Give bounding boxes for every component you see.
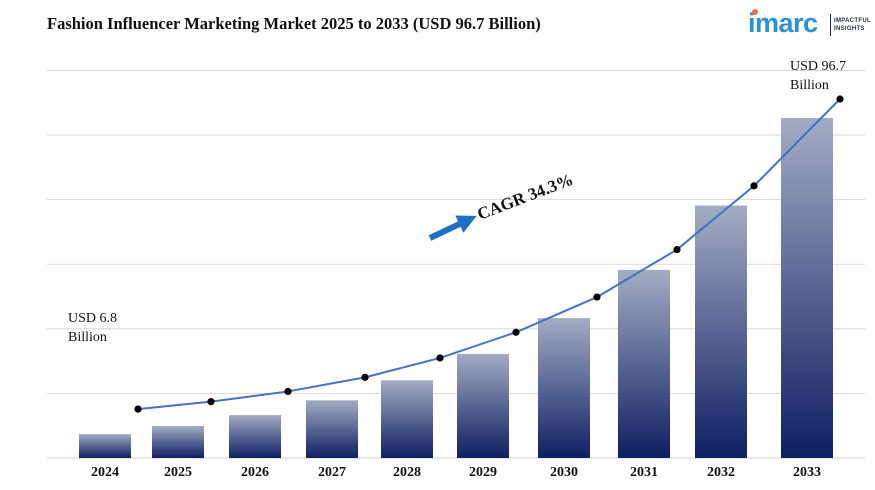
x-tick-labels: 2024 2025 2026 2027 2028 2029 2030 2031 2032 2033 (91, 465, 821, 480)
logo-dot (752, 9, 758, 15)
x-tick-2033: 2033 (793, 465, 821, 480)
trend-line (134, 95, 844, 413)
bar-2024 (79, 434, 131, 458)
cagr-annotation: CAGR 34.3% (428, 170, 576, 241)
end-value-line2: Billion (790, 78, 829, 93)
start-value-line2: Billion (68, 330, 107, 345)
x-tick-2025: 2025 (164, 465, 192, 480)
logo-tagline-line2: INSIGHTS (834, 26, 865, 32)
x-tick-2030: 2030 (550, 465, 578, 480)
bar-2031 (618, 269, 670, 458)
trend-marker-2027 (361, 373, 369, 381)
cagr-label: CAGR 34.3% (475, 170, 576, 224)
bar-2032 (695, 205, 747, 458)
logo-tagline: IMPACTFUL INSIGHTS (834, 17, 871, 33)
start-value-line1: USD 6.8 (68, 311, 118, 326)
bar-2033 (781, 118, 833, 458)
logo-divider (830, 14, 831, 36)
bar-2025 (152, 426, 204, 458)
x-tick-2028: 2028 (393, 465, 421, 480)
trend-marker-2032 (750, 182, 758, 190)
trend-marker-2025 (207, 398, 215, 406)
start-value-label: USD 6.8 Billion (68, 309, 117, 347)
x-tick-2032: 2032 (707, 465, 735, 480)
x-tick-2026: 2026 (241, 465, 269, 480)
end-value-label: USD 96.7 Billion (790, 57, 846, 95)
cagr-arrow (428, 215, 477, 241)
trend-polyline (137, 98, 841, 411)
trend-marker-2028 (436, 354, 444, 362)
bar-2029 (457, 353, 509, 458)
x-tick-2031: 2031 (630, 465, 658, 480)
bars (79, 118, 833, 458)
x-tick-2027: 2027 (318, 465, 346, 480)
trend-marker-2024 (134, 405, 142, 413)
end-value-line1: USD 96.7 (790, 59, 847, 74)
x-tick-2024: 2024 (91, 465, 119, 480)
trend-marker-2030 (593, 293, 601, 301)
trend-marker-2033 (836, 95, 844, 103)
imarc-logo: imarc IMPACTFUL INSIGHTS (748, 6, 871, 40)
bar-2026 (229, 415, 281, 458)
trend-marker-2031 (673, 245, 681, 254)
bar-2028 (381, 380, 433, 458)
bar-2027 (306, 400, 358, 458)
logo-tagline-line1: IMPACTFUL (834, 18, 871, 24)
trend-marker-2029 (512, 328, 520, 336)
chart-title: Fashion Influencer Marketing Market 2025… (47, 14, 541, 33)
logo-wordmark: imarc (748, 8, 818, 38)
x-tick-2029: 2029 (469, 465, 497, 480)
bar-2030 (538, 318, 590, 458)
trend-marker-2026 (284, 387, 292, 396)
